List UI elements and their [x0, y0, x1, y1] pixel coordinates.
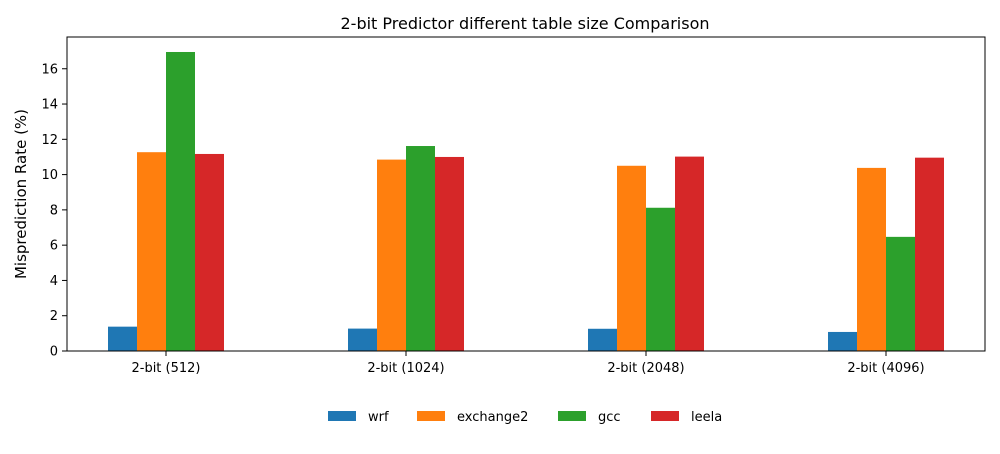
y-tick-label: 16	[41, 62, 58, 77]
x-tick-label: 2-bit (1024)	[367, 361, 444, 376]
legend-swatch-leela	[651, 411, 679, 421]
plot-area-frame	[66, 36, 986, 352]
bar-wrf	[108, 326, 137, 351]
bar-exchange2	[377, 159, 406, 351]
bar-gcc	[166, 51, 195, 351]
bar-exchange2	[137, 152, 166, 351]
y-tick-label: 4	[50, 274, 58, 289]
legend-label-wrf: wrf	[368, 410, 389, 425]
y-tick-label: 6	[50, 239, 58, 254]
legend-swatch-wrf	[328, 411, 356, 421]
bars-group	[108, 51, 944, 351]
y-axis-ticks: 0 2 4 6 8 10 12 14 16	[41, 62, 67, 360]
y-tick-label: 12	[41, 133, 58, 148]
bar-gcc	[406, 146, 435, 351]
x-tick-label: 2-bit (4096)	[847, 361, 924, 376]
legend-swatch-exchange2	[417, 411, 445, 421]
bar-exchange2	[857, 167, 886, 351]
bar-wrf	[588, 328, 617, 351]
y-tick-label: 8	[50, 203, 58, 218]
y-axis-label: Misprediction Rate (%)	[12, 109, 30, 279]
bar-gcc	[646, 207, 675, 351]
x-tick-label: 2-bit (2048)	[607, 361, 684, 376]
legend-label-leela: leela	[691, 410, 722, 425]
bar-wrf	[828, 331, 857, 351]
y-tick-label: 2	[50, 309, 58, 324]
y-tick-label: 14	[41, 98, 58, 113]
bar-leela	[435, 156, 464, 351]
bar-wrf	[348, 328, 377, 351]
bar-leela	[195, 153, 224, 351]
bar-gcc	[886, 236, 915, 351]
legend: wrf exchange2 gcc leela	[328, 410, 722, 425]
legend-label-exchange2: exchange2	[457, 410, 528, 425]
legend-swatch-gcc	[558, 411, 586, 421]
x-axis-ticks: 2-bit (512) 2-bit (1024) 2-bit (2048) 2-bit…	[131, 351, 925, 376]
bar-leela	[675, 156, 704, 351]
bar-leela	[915, 157, 944, 351]
chart-title: 2-bit Predictor different table size Com…	[340, 14, 709, 33]
bar-exchange2	[617, 165, 646, 351]
x-tick-label: 2-bit (512)	[131, 361, 200, 376]
y-tick-label: 0	[50, 345, 58, 360]
y-tick-label: 10	[41, 168, 58, 183]
legend-label-gcc: gcc	[598, 410, 621, 425]
